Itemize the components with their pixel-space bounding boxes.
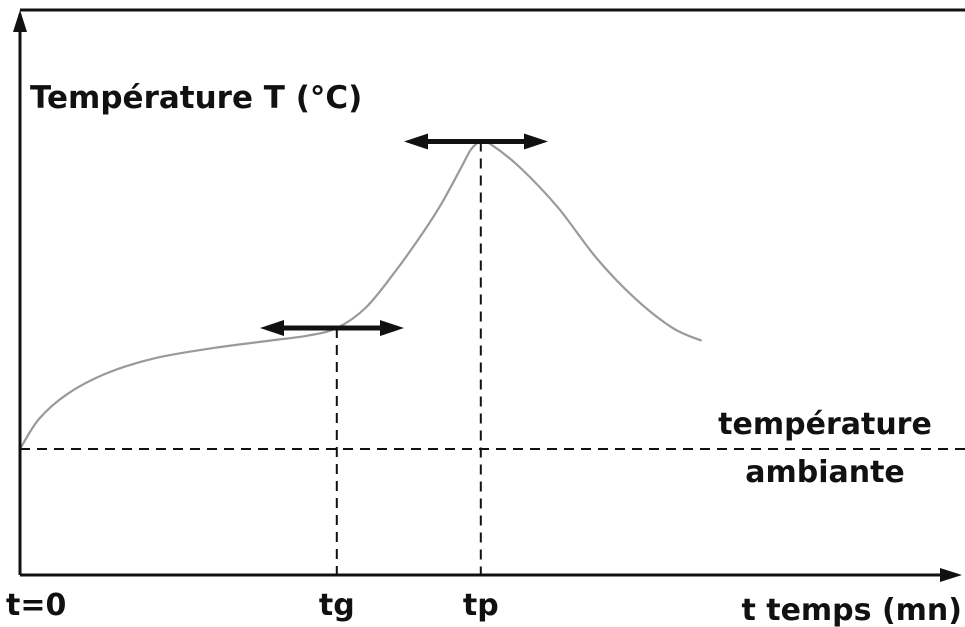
y-axis-arrowhead [13,10,27,32]
arrow-head-left [404,133,428,150]
x-axis-label: t temps (mn) [741,593,962,627]
x-tick-label-t=0: t=0 [6,588,66,623]
guide-lines [20,141,965,575]
x-axis-arrowhead [940,568,962,582]
x-tick-label-tg: tg [319,588,355,623]
ambient-label-line1: température [718,407,932,442]
ambient-label-line2: ambiante [745,455,905,490]
temperature-curve [19,139,703,450]
x-tick-label-tp: tp [463,588,499,623]
tp-arrow [404,133,548,150]
arrow-head-left [260,320,284,337]
arrow-head-right [524,133,548,150]
y-axis-label: Température T (°C) [30,80,362,116]
arrows-group [260,133,548,337]
arrow-head-right [380,320,404,337]
x-tick-labels: t=0 tg tp [6,588,499,623]
axes [13,8,965,582]
tg-arrow [260,320,404,337]
